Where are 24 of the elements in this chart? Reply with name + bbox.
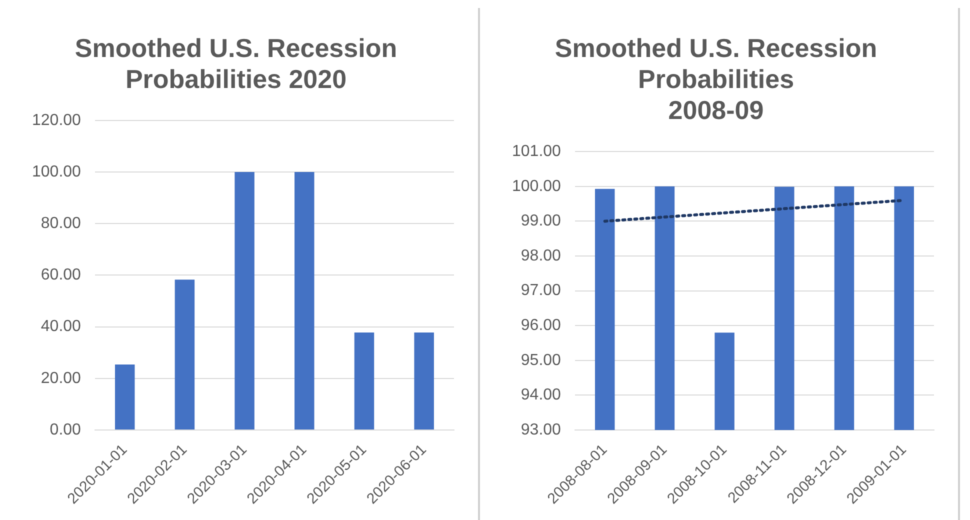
y-tick-label: 95.00 (520, 352, 562, 369)
y-tick-label: 120.00 (32, 112, 82, 129)
bar (234, 172, 254, 430)
y-tick-label: 100.00 (32, 163, 82, 180)
y-tick-label: 40.00 (40, 318, 82, 336)
y-tick-label: 96.00 (520, 317, 562, 334)
bar (294, 172, 314, 430)
y-tick-label: 100.00 (512, 178, 562, 195)
y-tick-label: 60.00 (40, 266, 82, 284)
chart-title: Smoothed U.S. Recession Probabilities 2008-09 (554, 32, 878, 126)
bar (114, 364, 135, 430)
y-tick-label: 94.00 (520, 386, 562, 404)
y-tick-label: 93.00 (520, 421, 562, 438)
bar (354, 332, 374, 430)
y-tick-label: 97.00 (520, 282, 562, 300)
bar (174, 280, 195, 430)
y-tick-label: 101.00 (512, 143, 562, 160)
bar (414, 332, 434, 430)
chart-title: Smoothed U.S. Recession Probabilities 2020 (74, 32, 398, 94)
y-tick-label: 98.00 (520, 247, 562, 264)
y-tick-label: 80.00 (40, 215, 82, 232)
y-tick-label: 0.00 (50, 421, 82, 438)
y-tick-label: 99.00 (520, 212, 562, 230)
y-tick-label: 20.00 (40, 370, 82, 387)
